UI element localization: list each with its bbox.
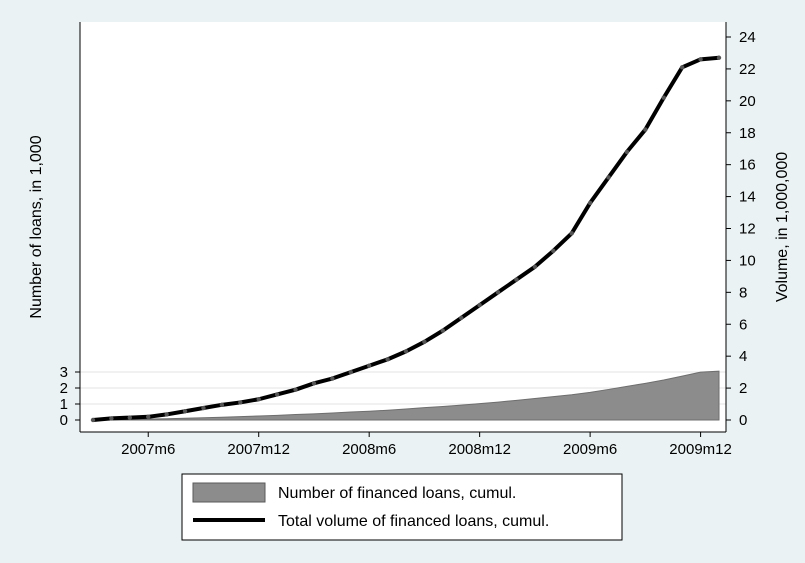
line-series-point — [422, 339, 427, 344]
right-tick-label: 16 — [739, 157, 756, 174]
right-tick-label: 12 — [739, 221, 756, 238]
x-tick-label: 2009m12 — [669, 441, 732, 458]
line-series-point — [495, 290, 501, 295]
line-series-point — [238, 400, 243, 405]
left-tick-label: 3 — [60, 364, 68, 381]
line-series-point — [569, 231, 574, 236]
x-tick-label: 2007m6 — [121, 441, 175, 458]
right-tick-label: 6 — [739, 316, 747, 333]
line-series-point — [219, 402, 225, 408]
line-series-point — [551, 248, 556, 254]
right-tick-label: 18 — [739, 125, 756, 142]
line-series-point — [201, 405, 206, 411]
line-series-point — [90, 417, 96, 423]
right-tick-label: 10 — [739, 252, 756, 269]
line-series-point — [293, 387, 298, 392]
right-tick-label: 20 — [739, 93, 756, 110]
area-series-layer — [92, 370, 720, 421]
right-tick-label: 8 — [739, 284, 747, 301]
line-series-point — [256, 397, 261, 402]
line-series-point — [164, 412, 169, 417]
line-series-point — [311, 381, 317, 386]
line-series-point — [348, 369, 353, 375]
line-series-point — [698, 57, 703, 62]
right-tick-label: 0 — [739, 412, 747, 429]
line-series-point — [477, 302, 482, 308]
x-axis-ticks: 2007m6 2007m12 2008m6 2008m12 2009m6 2009m12 — [121, 432, 732, 458]
line-series-point — [330, 376, 335, 381]
y-left-axis-label: Number of loans, in 1,000 — [28, 135, 45, 318]
line-series-point — [643, 127, 648, 132]
line-series-point — [403, 349, 409, 354]
left-tick-label: 2 — [60, 380, 68, 397]
line-series-point — [661, 95, 666, 100]
legend-label-area: Number of financed loans, cumul. — [278, 485, 516, 502]
line-series-point — [514, 277, 519, 282]
line-series-point — [606, 175, 611, 180]
line-series-point — [146, 414, 151, 420]
plot-area — [80, 22, 726, 432]
line-series-point — [182, 409, 188, 414]
left-tick-label: 1 — [60, 396, 68, 413]
line-series-point — [385, 357, 390, 362]
line-series-point — [624, 149, 630, 155]
right-tick-label: 22 — [739, 61, 756, 78]
x-tick-label: 2008m6 — [342, 441, 396, 458]
left-tick-label: 0 — [60, 412, 68, 429]
right-tick-label: 14 — [739, 189, 756, 206]
y-right-axis-label: Volume, in 1,000,000 — [774, 152, 791, 302]
right-tick-label: 4 — [739, 348, 747, 365]
line-series-point — [109, 416, 114, 421]
x-tick-label: 2008m12 — [448, 441, 511, 458]
right-tick-label: 2 — [739, 380, 747, 397]
x-tick-label: 2007m12 — [227, 441, 290, 458]
line-series-point — [716, 55, 722, 60]
line-series-point — [532, 264, 538, 269]
legend-swatch-area — [192, 482, 266, 503]
right-tick-label: 24 — [739, 29, 756, 46]
legend: Number of financed loans, cumul. Total v… — [181, 473, 623, 541]
legend-label-line: Total volume of financed loans, cumul. — [278, 513, 549, 530]
area-series-fill — [92, 370, 720, 421]
line-series-point — [274, 392, 280, 397]
line-series-point — [679, 65, 685, 70]
x-tick-label: 2009m6 — [563, 441, 617, 458]
line-series-layer — [90, 55, 722, 423]
line-series-point — [587, 200, 593, 206]
line-series-point — [459, 315, 464, 321]
line-series-point — [127, 415, 133, 420]
line-series-point — [366, 363, 372, 368]
line-series-point — [440, 328, 446, 333]
